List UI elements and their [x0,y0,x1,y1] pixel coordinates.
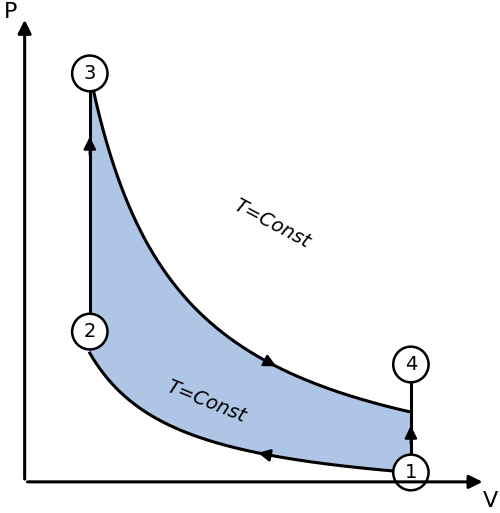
Circle shape [393,455,428,490]
Text: 3: 3 [84,64,96,83]
Text: 1: 1 [404,463,417,482]
Circle shape [72,314,108,349]
Circle shape [393,347,428,382]
Polygon shape [90,73,411,472]
Text: 4: 4 [404,355,417,374]
Text: V: V [482,490,498,510]
Text: T=Const: T=Const [230,195,313,252]
Text: P: P [4,3,18,23]
Text: T=Const: T=Const [164,378,248,427]
Circle shape [72,55,108,91]
Text: 2: 2 [84,322,96,341]
